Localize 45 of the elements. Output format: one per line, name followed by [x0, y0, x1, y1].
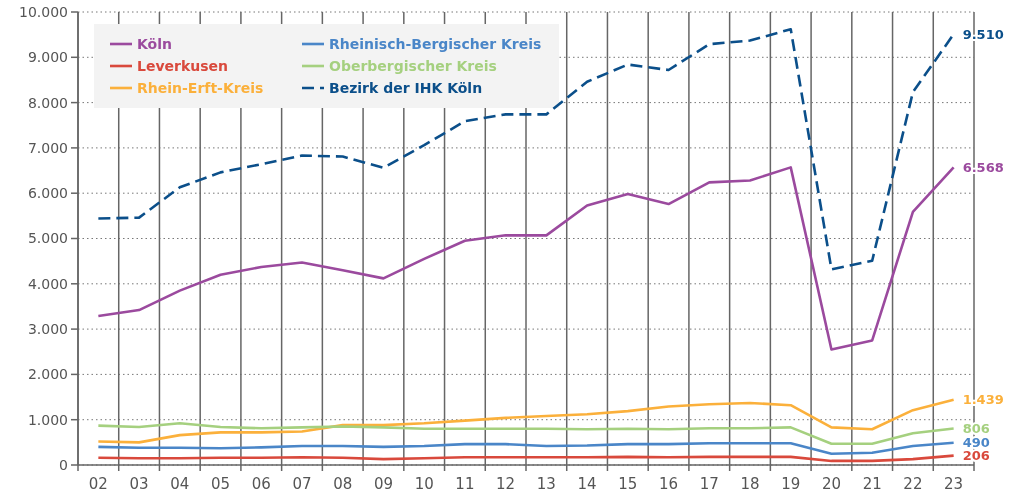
x-tick-label: 11 [455, 475, 475, 493]
line-series [97, 166, 955, 351]
x-tick-label: 02 [88, 475, 108, 493]
line-series [97, 398, 955, 444]
y-tick-label: 10.000 [19, 3, 68, 20]
x-tick-label: 08 [333, 475, 353, 493]
data-label: 9.510 [962, 26, 1004, 42]
y-tick-label: 6.000 [27, 185, 68, 202]
x-tick-label: 06 [251, 475, 271, 493]
x-tick-label: 23 [944, 475, 964, 493]
y-tick-label: 9.000 [27, 49, 68, 66]
legend-label: Bezirk der IHK Köln [329, 79, 483, 96]
x-tick-label: 15 [618, 475, 638, 493]
x-tick-label: 07 [292, 475, 312, 493]
x-tick-label: 05 [211, 475, 231, 493]
y-tick-label: 8.000 [27, 94, 68, 111]
legend-label: Rhein-Erft-Kreis [137, 79, 264, 96]
y-tick-label: 0 [59, 456, 68, 473]
line-series [97, 27, 955, 271]
y-tick-label: 5.000 [27, 230, 68, 247]
y-tick-label: 7.000 [27, 139, 68, 156]
y-tick-label: 4.000 [27, 275, 68, 292]
x-tick-label: 10 [414, 475, 434, 493]
x-tick-label: 22 [903, 475, 923, 493]
y-tick-label: 1.000 [27, 411, 68, 428]
x-tick-label: 18 [740, 475, 760, 493]
legend-label: Oberbergischer Kreis [329, 57, 497, 74]
x-tick-label: 17 [699, 475, 719, 493]
x-tick-label: 13 [536, 475, 556, 493]
x-tick-label: 19 [781, 475, 801, 493]
y-tick-label: 3.000 [27, 321, 68, 337]
legend-label: Leverkusen [137, 57, 229, 74]
x-tick-label: 20 [821, 475, 841, 493]
line-series [97, 422, 955, 446]
x-tick-label: 21 [862, 475, 882, 493]
y-tick-label: 2.000 [27, 366, 68, 383]
x-tick-label: 14 [577, 475, 597, 493]
x-tick-label: 12 [496, 475, 516, 493]
line-series [97, 441, 955, 455]
x-tick-label: 09 [373, 475, 393, 493]
x-tick-label: 16 [659, 475, 679, 493]
x-tick-label: 04 [170, 475, 190, 493]
legend-label: Rheinisch-Bergischer Kreis [329, 35, 542, 52]
x-tick-label: 03 [129, 475, 149, 493]
legend-label: Köln [137, 35, 172, 52]
